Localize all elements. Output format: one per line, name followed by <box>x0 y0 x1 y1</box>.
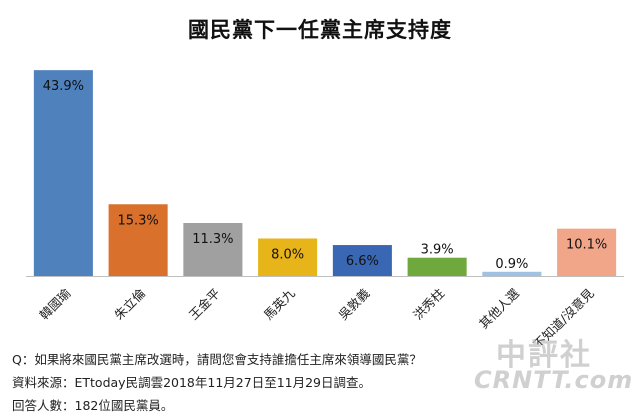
bar-chart: 43.9% 15.3% 11.3% 8.0% 6.6% 3.9% 0.9% 10.1% 韓國瑜… <box>26 70 624 345</box>
bar-7 <box>557 228 617 276</box>
bar-1 <box>108 204 168 276</box>
chart-notes: Q：如果將來國民黨主席改選時，請問您會支持誰擔任主席來領導國民黨？ 資料來源：E… <box>12 348 572 417</box>
bar-4 <box>332 245 392 276</box>
bar-3 <box>258 238 318 276</box>
value-label-5: 3.9% <box>421 243 454 258</box>
value-label-7: 10.1% <box>566 238 607 253</box>
value-label-3: 8.0% <box>271 247 304 262</box>
data-source: 資料來源：ETtoday民調雲2018年11月27日至11月29日調查。 <box>12 375 372 390</box>
value-label-2: 11.3% <box>192 232 233 247</box>
bar-6 <box>482 271 542 276</box>
value-label-6: 0.9% <box>495 257 528 272</box>
survey-question: Q：如果將來國民黨主席改選時，請問您會支持誰擔任主席來領導國民黨？ <box>12 352 422 367</box>
category-label-0: 韓國瑜 <box>36 285 73 322</box>
bar-0 <box>33 70 93 276</box>
category-label-3: 馬英九 <box>261 285 298 322</box>
value-labels-layer: 43.9% 15.3% 11.3% 8.0% 6.6% 3.9% 0.9% 10.1% <box>43 79 608 272</box>
category-label-1: 朱立倫 <box>111 285 148 322</box>
value-label-1: 15.3% <box>117 213 158 228</box>
bars-layer <box>33 70 617 276</box>
category-label-6: 其他人選 <box>476 285 522 331</box>
watermark-logo: 中評社 CRNTT.com <box>470 330 634 410</box>
category-label-4: 吳敦義 <box>335 285 372 322</box>
category-label-5: 洪秀柱 <box>410 286 447 323</box>
category-label-2: 王金平 <box>186 286 223 323</box>
chart-title: 國民黨下一任黨主席支持度 <box>188 18 452 42</box>
bar-2 <box>183 223 243 276</box>
watermark-cn: 中評社 <box>496 338 592 373</box>
value-label-4: 6.6% <box>346 254 379 269</box>
value-label-0: 43.9% <box>43 79 84 94</box>
bar-5 <box>407 257 467 276</box>
respondent-count: 回答人數：182位國民黨員。 <box>12 398 174 413</box>
watermark-en: CRNTT.com <box>474 366 634 394</box>
